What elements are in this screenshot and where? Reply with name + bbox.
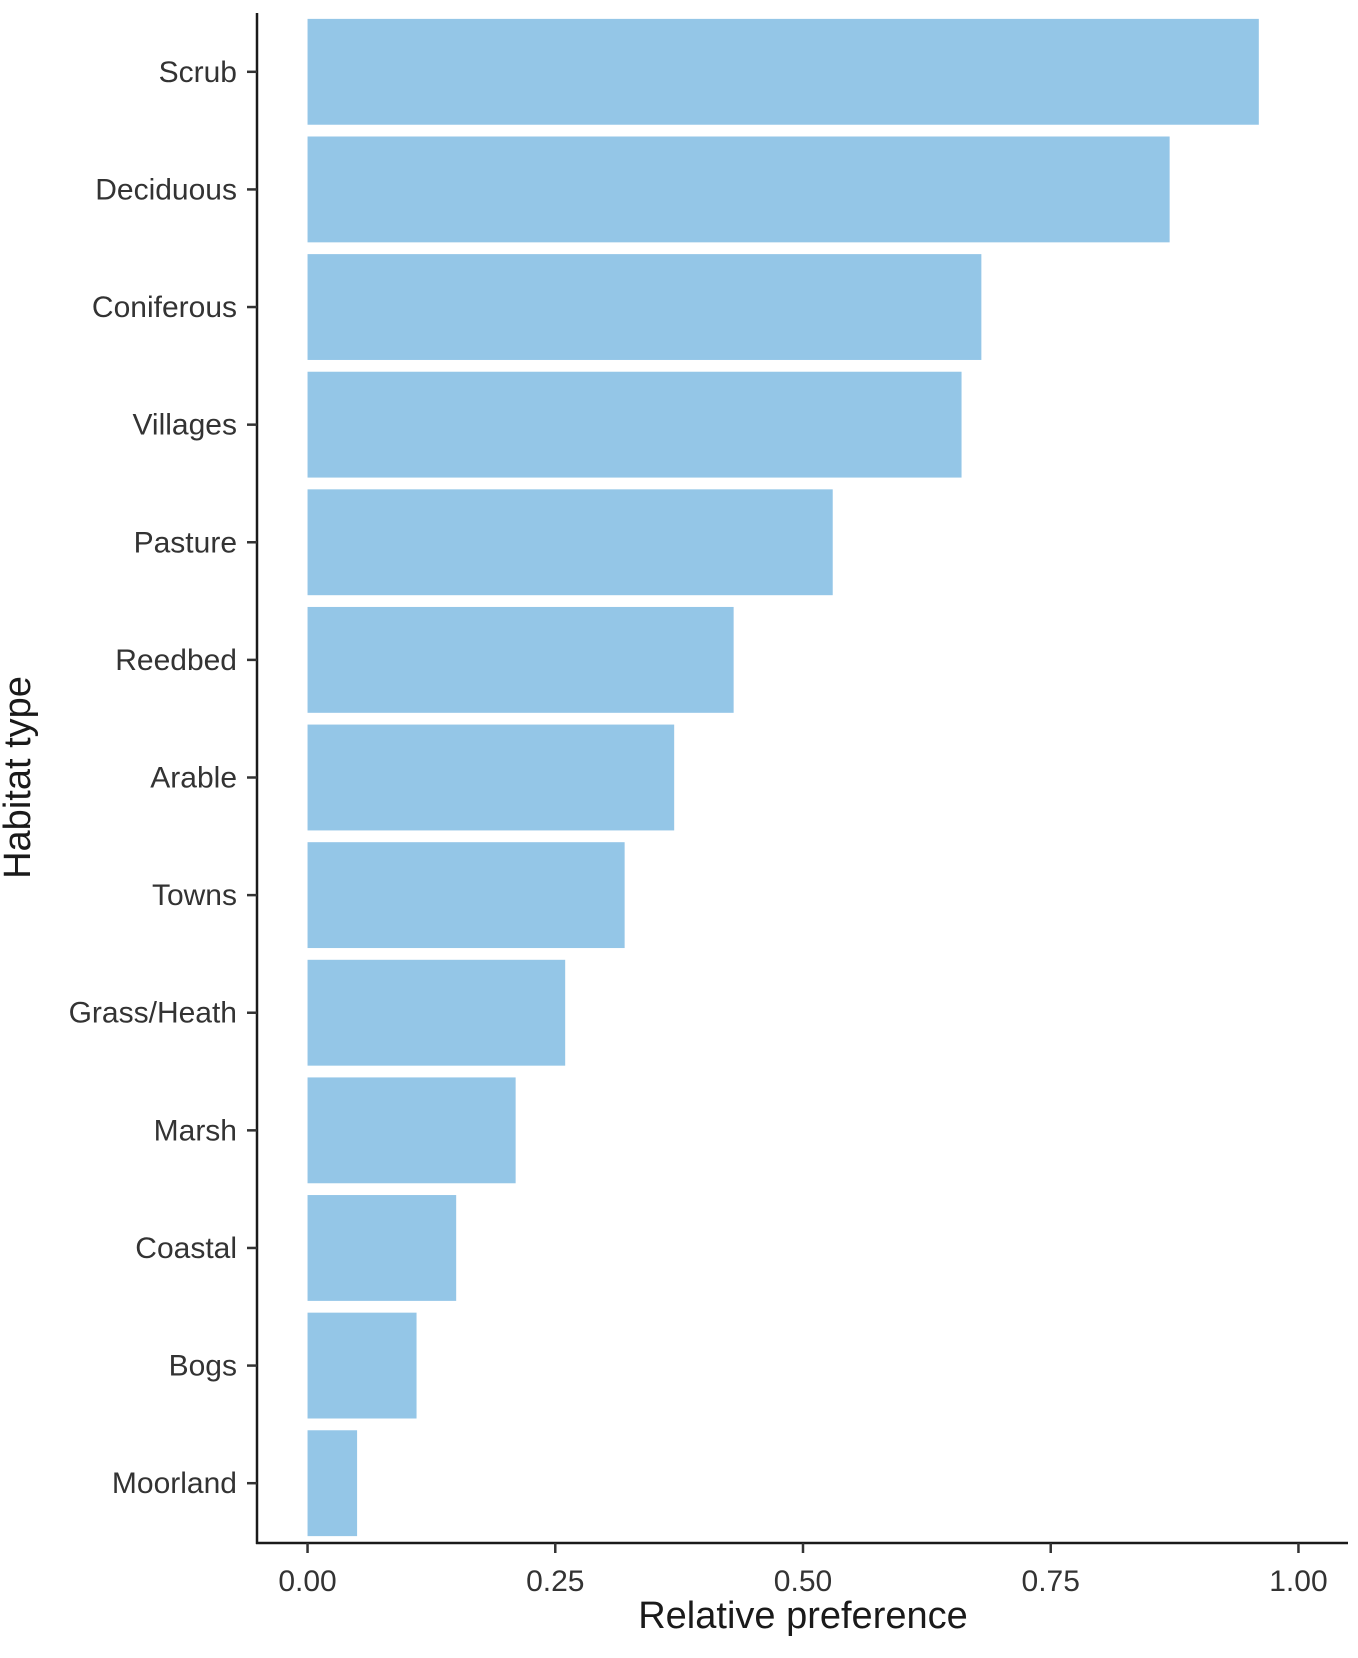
y-tick-label: Arable (150, 762, 237, 795)
bar-grass-heath (307, 959, 566, 1066)
bars-group (307, 18, 1259, 1537)
x-tick-label: 1.00 (1269, 1565, 1327, 1598)
x-axis-title: Relative preference (638, 1595, 968, 1637)
bar-reedbed (307, 606, 734, 713)
y-tick-label: Reedbed (115, 644, 237, 677)
y-tick-label: Pasture (134, 526, 237, 559)
y-tick-label: Grass/Heath (69, 997, 237, 1030)
bar-coastal (307, 1195, 457, 1301)
x-tick-label: 0.00 (278, 1565, 336, 1598)
axes-group: Scrub Deciduous Coniferous Villages Pasture R… (69, 13, 1348, 1598)
y-tick-label: Coniferous (92, 291, 237, 324)
bar-moorland (307, 1430, 358, 1537)
y-tick-label: Bogs (169, 1350, 237, 1383)
y-tick-label: Deciduous (95, 173, 237, 206)
bar-bogs (307, 1312, 417, 1419)
bar-scrub (307, 18, 1259, 125)
bar-coniferous (307, 254, 982, 360)
x-tick-label: 0.25 (526, 1565, 584, 1598)
y-tick-label: Marsh (154, 1114, 237, 1147)
bar-pasture (307, 489, 833, 596)
bar-deciduous (307, 136, 1170, 243)
y-axis-title: Habitat type (0, 676, 39, 879)
x-tick-label: 0.50 (774, 1565, 832, 1598)
bar-towns (307, 842, 625, 949)
bar-arable (307, 724, 675, 831)
bar-marsh (307, 1077, 516, 1184)
y-tick-label: Scrub (159, 56, 237, 89)
bar-villages (307, 371, 962, 478)
x-tick-label: 0.75 (1022, 1565, 1080, 1598)
y-tick-label: Towns (152, 879, 237, 912)
y-tick-label: Coastal (135, 1232, 237, 1265)
y-tick-label: Moorland (112, 1467, 237, 1500)
y-tick-label: Villages (132, 409, 237, 442)
